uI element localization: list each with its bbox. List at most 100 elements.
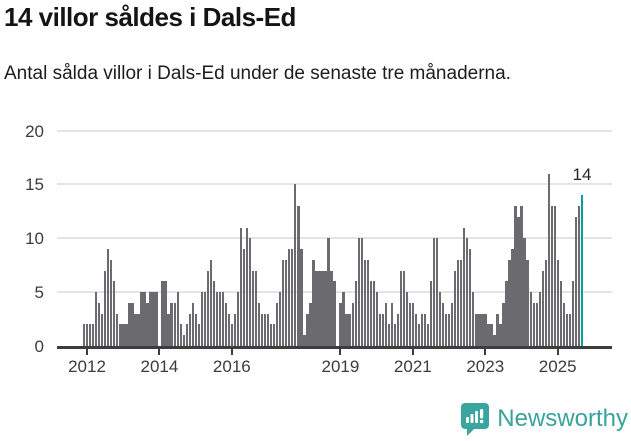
bar [345, 313, 348, 346]
bar [92, 324, 95, 346]
bar [366, 259, 369, 346]
bar [565, 313, 569, 346]
bar [511, 249, 514, 346]
y-tick-label: 10 [25, 229, 44, 249]
bar [324, 270, 327, 346]
bar [414, 313, 418, 346]
bar [535, 302, 538, 346]
bar [508, 259, 511, 346]
bar [502, 302, 505, 346]
bar [200, 292, 203, 346]
bar [224, 302, 228, 346]
gridline [57, 183, 612, 186]
bar [161, 281, 164, 346]
x-tick-mark [339, 349, 342, 355]
y-tick-label: 20 [25, 121, 44, 141]
bar [101, 313, 104, 346]
bar [206, 270, 209, 346]
bar [405, 292, 409, 346]
bar [487, 324, 490, 346]
bar [291, 249, 294, 346]
bar [568, 313, 572, 346]
bar [251, 270, 255, 346]
bar [526, 259, 529, 346]
bar [496, 313, 499, 346]
bar [173, 302, 176, 346]
bar [242, 249, 246, 346]
bar [300, 249, 303, 346]
bar [233, 313, 237, 346]
gridline [57, 237, 612, 240]
bar [360, 238, 363, 346]
bar [333, 281, 336, 346]
bar [556, 259, 559, 346]
bar [460, 259, 463, 346]
x-tick-label: 2016 [212, 357, 251, 376]
bar [445, 313, 448, 346]
bar [309, 302, 312, 346]
bar [104, 270, 107, 346]
y-tick-label: 0 [34, 337, 44, 356]
bar [517, 216, 520, 346]
bar [191, 302, 194, 346]
bar [321, 270, 324, 346]
bar [393, 324, 397, 346]
x-tick-mark [484, 349, 487, 355]
bar [381, 313, 384, 346]
bar [122, 324, 125, 346]
bar [297, 205, 300, 346]
bar [426, 324, 430, 346]
bar [209, 259, 212, 346]
bar [390, 302, 394, 346]
bar [475, 313, 478, 346]
bar [285, 259, 288, 346]
bar [372, 281, 375, 346]
bar [303, 335, 306, 346]
page-title: 14 villor såldes i Dals-Ed [4, 2, 296, 32]
chart-subtitle: Antal sålda villor i Dals-Ed under de se… [4, 63, 511, 84]
bar [110, 259, 113, 346]
bar [116, 313, 119, 346]
bar [330, 270, 333, 346]
bar [95, 292, 98, 346]
bar [408, 302, 412, 346]
bar [429, 281, 433, 346]
gridline [57, 129, 612, 132]
bar [544, 259, 547, 346]
bar [451, 302, 454, 346]
bar [454, 270, 457, 346]
bar [378, 313, 381, 346]
bar [466, 238, 469, 346]
bar [182, 335, 185, 346]
bar [197, 324, 200, 346]
x-tick-mark [158, 349, 161, 355]
bar [167, 313, 170, 346]
bar [98, 302, 101, 346]
bar [442, 302, 445, 346]
bar [264, 313, 267, 346]
bar [107, 249, 110, 346]
x-tick-mark [230, 349, 233, 355]
bar [279, 292, 282, 346]
x-tick-label: 2023 [466, 357, 505, 376]
bar [288, 249, 291, 346]
highlight-value-label: 14 [572, 165, 592, 185]
bar [339, 302, 342, 346]
bar [83, 324, 86, 346]
bar [541, 270, 544, 346]
newsworthy-logo[interactable]: Newsworthy [460, 402, 628, 436]
bar [155, 292, 158, 346]
y-tick-label: 5 [34, 283, 44, 303]
bar [342, 292, 345, 346]
bar [493, 335, 496, 346]
bar [143, 292, 146, 346]
bar [270, 324, 273, 346]
bar [185, 324, 188, 346]
bar [248, 238, 252, 346]
bar [420, 313, 424, 346]
bar [363, 259, 366, 346]
x-tick-label: 2019 [321, 357, 360, 376]
highlight-bar [580, 195, 584, 346]
bar [550, 205, 553, 346]
